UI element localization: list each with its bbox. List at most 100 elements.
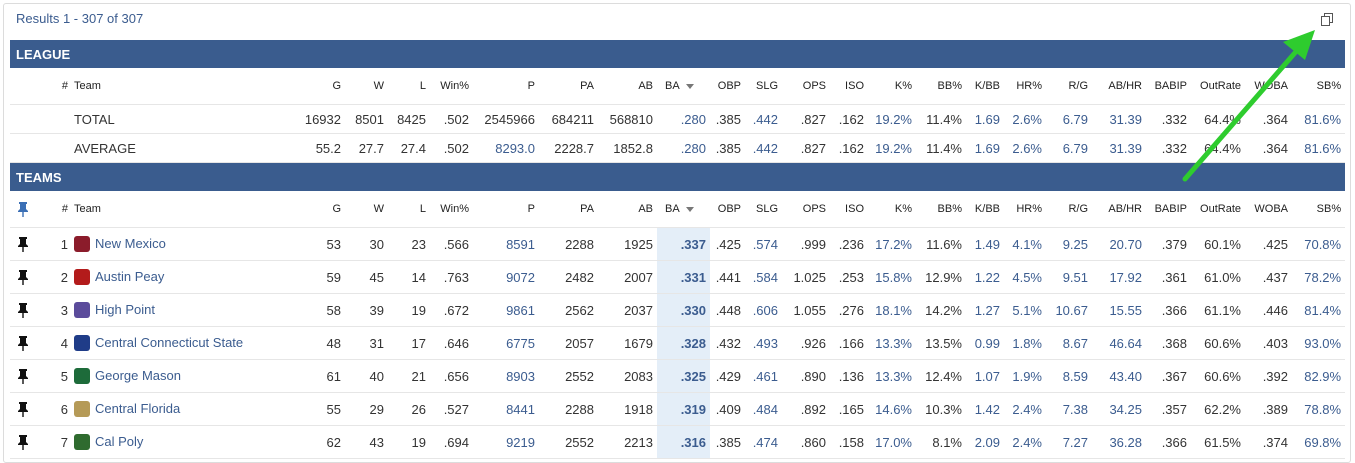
team-link[interactable]: Cal Poly [95, 433, 144, 449]
column-header-text: P [527, 203, 535, 215]
column-header[interactable]: Team [72, 191, 300, 228]
stat-cell: .316 [657, 425, 710, 459]
column-header[interactable]: BABIP [1146, 191, 1191, 228]
column-header[interactable]: BB% [916, 68, 966, 105]
column-header[interactable]: BB% [916, 191, 966, 228]
column-header[interactable]: PA [539, 191, 598, 228]
stat-cell: 17.92 [1092, 260, 1146, 294]
column-header[interactable]: K/BB [966, 68, 1004, 105]
stat-cell: .484 [745, 392, 782, 426]
stat-cell: .429 [710, 359, 745, 393]
column-header[interactable]: ISO [830, 68, 868, 105]
stat-cell: .319 [657, 392, 710, 426]
stat-cell: .253 [830, 260, 868, 294]
column-header[interactable]: W [345, 68, 388, 105]
column-header[interactable]: Win% [430, 191, 473, 228]
stat-cell: 8.67 [1046, 326, 1092, 360]
team-link[interactable]: Central Connecticut State [95, 334, 244, 350]
stat-cell: 6.79 [1046, 133, 1092, 163]
column-header[interactable]: BA [657, 68, 710, 105]
column-header[interactable]: SB% [1292, 68, 1346, 105]
rank-cell: 4 [40, 326, 72, 360]
stat-cell: .332 [1146, 133, 1191, 163]
team-row: 1 New Mexico 53 30 23.566 8591 2288 1925.337.42… [10, 227, 1346, 261]
copy-button[interactable] [1321, 13, 1333, 26]
stat-cell: .385 [710, 104, 745, 134]
pin-icon[interactable] [17, 368, 29, 385]
column-header[interactable]: K% [868, 68, 916, 105]
stat-cell: 2288 [539, 392, 598, 426]
stat-cell: .474 [745, 425, 782, 459]
stat-cell: 48 [300, 326, 345, 360]
stat-cell: 13.3% [868, 359, 916, 393]
stat-cell: 27.4 [388, 133, 430, 163]
column-header[interactable]: AB/HR [1092, 191, 1146, 228]
column-header[interactable]: AB [598, 191, 657, 228]
stat-cell: 17.2% [868, 227, 916, 261]
column-header[interactable]: SLG [745, 191, 782, 228]
column-header[interactable]: R/G [1046, 68, 1092, 105]
column-header[interactable]: K% [868, 191, 916, 228]
stat-cell: 31 [345, 326, 388, 360]
column-header[interactable]: W [345, 191, 388, 228]
stat-cell: .367 [1146, 359, 1191, 393]
stat-cell: .364 [1245, 133, 1292, 163]
column-header[interactable]: L [388, 68, 430, 105]
column-header[interactable]: OutRate [1191, 191, 1245, 228]
column-header[interactable]: L [388, 191, 430, 228]
column-header[interactable]: WOBA [1245, 191, 1292, 228]
stat-cell: 14.2% [916, 293, 966, 327]
column-header[interactable]: G [300, 191, 345, 228]
stat-cell: .892 [782, 392, 830, 426]
column-header[interactable]: AB/HR [1092, 68, 1146, 105]
column-header[interactable]: WOBA [1245, 68, 1292, 105]
column-header[interactable]: G [300, 68, 345, 105]
column-header[interactable]: OPS [782, 68, 830, 105]
column-header[interactable]: HR% [1004, 68, 1046, 105]
stat-cell: 27.7 [345, 133, 388, 163]
column-header[interactable]: OBP [710, 68, 745, 105]
pin-icon[interactable] [17, 434, 29, 451]
pin-icon[interactable] [17, 302, 29, 319]
stat-cell: .493 [745, 326, 782, 360]
column-header[interactable]: Team [72, 68, 300, 105]
pin-icon[interactable] [17, 401, 29, 418]
column-header[interactable]: K/BB [966, 191, 1004, 228]
stat-cell: 1852.8 [598, 133, 657, 163]
column-header[interactable]: ISO [830, 191, 868, 228]
pin-icon[interactable] [17, 269, 29, 286]
stat-cell: .672 [430, 293, 473, 327]
column-header[interactable]: BA [657, 191, 710, 228]
team-cell: Central Connecticut State [72, 326, 300, 360]
team-link[interactable]: Central Florida [95, 400, 181, 416]
column-header[interactable]: AB [598, 68, 657, 105]
column-header[interactable]: OBP [710, 191, 745, 228]
team-link[interactable]: George Mason [95, 367, 181, 383]
column-header[interactable]: PA [539, 68, 598, 105]
column-header[interactable]: SB% [1292, 191, 1346, 228]
column-header[interactable]: Win% [430, 68, 473, 105]
column-header-text: AB/HR [1108, 203, 1142, 215]
column-header[interactable]: OPS [782, 191, 830, 228]
column-header[interactable]: HR% [1004, 191, 1046, 228]
column-header[interactable]: BABIP [1146, 68, 1191, 105]
pin-icon[interactable] [17, 201, 29, 217]
stat-cell: 45 [345, 260, 388, 294]
column-header[interactable]: P [473, 191, 539, 228]
column-header[interactable]: SLG [745, 68, 782, 105]
column-header-text: OutRate [1200, 203, 1241, 215]
column-header[interactable]: R/G [1046, 191, 1092, 228]
team-link[interactable]: Austin Peay [95, 268, 165, 284]
column-header[interactable]: P [473, 68, 539, 105]
column-header[interactable]: OutRate [1191, 68, 1245, 105]
stat-cell: .385 [710, 133, 745, 163]
pin-icon[interactable] [17, 236, 29, 253]
team-link[interactable]: High Point [95, 301, 155, 317]
stat-cell: 1.07 [966, 359, 1004, 393]
team-link[interactable]: New Mexico [95, 235, 166, 251]
stat-cell: .330 [657, 293, 710, 327]
stat-cell: 1.42 [966, 392, 1004, 426]
column-header-text: AB [638, 203, 653, 215]
stat-cell: 1.49 [966, 227, 1004, 261]
pin-icon[interactable] [17, 335, 29, 352]
